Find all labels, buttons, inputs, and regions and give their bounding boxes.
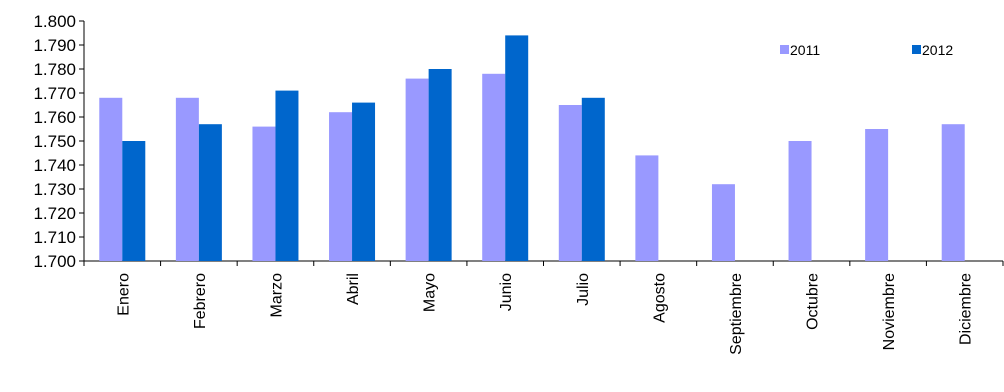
- bar-2011-marzo: [252, 126, 276, 261]
- x-tick-label-abril: Abril: [345, 273, 362, 305]
- bar-2012-julio: [581, 97, 605, 261]
- legend-swatch-2011: [780, 45, 789, 54]
- x-tick-label-marzo: Marzo: [268, 273, 285, 318]
- y-tick-label: 1.720: [33, 204, 76, 223]
- bar-2011-mayo: [405, 78, 429, 261]
- bar-2012-junio: [505, 35, 529, 262]
- x-tick-label-noviembre: Noviembre: [881, 273, 898, 350]
- bars: [99, 35, 965, 262]
- x-tick-label-octubre: Octubre: [805, 273, 822, 330]
- x-tick-label-diciembre: Diciembre: [958, 273, 975, 345]
- y-tick-label: 1.760: [33, 108, 76, 127]
- x-tick-label-septiembre: Septiembre: [728, 273, 745, 355]
- y-tick-label: 1.730: [33, 180, 76, 199]
- bar-2011-abril: [329, 112, 353, 261]
- y-axis: 1.700 1.710 1.720 1.730 1.740 1.750 1.760 1.770…: [33, 12, 85, 271]
- legend: 2011 2012: [780, 42, 953, 58]
- x-tick-label-junio: Junio: [498, 273, 515, 311]
- x-tick-label-mayo: Mayo: [422, 273, 439, 312]
- legend-label-2012: 2012: [922, 42, 953, 58]
- y-tick-label: 1.800: [33, 12, 76, 31]
- bar-2011-diciembre: [941, 124, 965, 261]
- x-tick-label-enero: Enero: [115, 273, 132, 316]
- bar-2012-marzo: [275, 90, 299, 261]
- bar-2011-febrero: [175, 97, 199, 261]
- bar-2011-julio: [558, 105, 582, 261]
- bar-2011-enero: [99, 97, 123, 261]
- x-tick-label-febrero: Febrero: [192, 273, 209, 329]
- y-tick-label: 1.750: [33, 132, 76, 151]
- bar-2012-febrero: [198, 124, 222, 261]
- bar-2012-enero: [122, 141, 146, 261]
- legend-label-2011: 2011: [790, 42, 820, 58]
- y-tick-label: 1.700: [33, 252, 76, 271]
- y-tick-label: 1.790: [33, 36, 76, 55]
- bar-2011-noviembre: [865, 129, 889, 261]
- bar-2011-septiembre: [711, 184, 735, 261]
- x-tick-label-agosto: Agosto: [651, 273, 668, 323]
- bar-2011-octubre: [788, 141, 812, 261]
- bar-2011-agosto: [635, 155, 659, 261]
- bar-2011-junio: [482, 73, 506, 261]
- x-axis: Enero Febrero Marzo Abril Mayo Junio Julio Agos…: [83, 260, 1004, 355]
- bar-2012-mayo: [428, 69, 452, 261]
- legend-swatch-2012: [912, 45, 921, 54]
- y-tick-label: 1.780: [33, 60, 76, 79]
- x-tick-label-julio: Julio: [575, 273, 592, 306]
- y-tick-label: 1.770: [33, 84, 76, 103]
- y-tick-label: 1.710: [33, 228, 76, 247]
- bar-2012-abril: [352, 102, 376, 261]
- y-tick-label: 1.740: [33, 156, 76, 175]
